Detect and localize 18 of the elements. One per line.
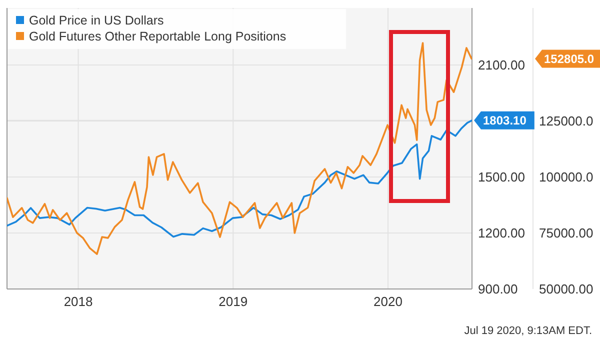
y2-tick-label: 75000.00 — [539, 226, 594, 241]
legend-label: Gold Price in US Dollars — [29, 13, 164, 28]
text: Jul 19 2020, 9:13AM EDT. — [464, 325, 592, 337]
y-tick-label: 2100.00 — [478, 57, 525, 72]
y-tick-label: 1200.00 — [478, 226, 525, 241]
y-tick-label: 900.00 — [478, 282, 518, 297]
x-tick-label: 2018 — [64, 294, 93, 309]
y2-tick-label: 100000.0 — [539, 170, 594, 185]
y2-tick-label: 125000.0 — [539, 114, 594, 129]
line-series — [7, 119, 472, 238]
x-tick-label: 2020 — [374, 294, 402, 309]
y2-tick-label: 50000.00 — [539, 282, 594, 297]
y-tick-label: 1500.00 — [478, 170, 525, 185]
line-series — [7, 42, 472, 255]
y2-tick-label: 152805.0 — [544, 52, 594, 66]
x-tick-label: 2019 — [218, 294, 248, 309]
y-tick-label: 1803.10 — [483, 114, 527, 128]
legend-label: Gold Futures Other Reportable Long Positions — [29, 29, 286, 44]
